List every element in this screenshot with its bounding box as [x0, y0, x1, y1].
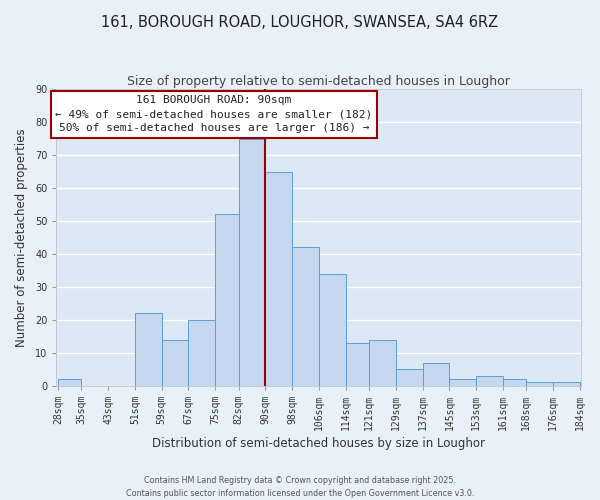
Text: 161, BOROUGH ROAD, LOUGHOR, SWANSEA, SA4 6RZ: 161, BOROUGH ROAD, LOUGHOR, SWANSEA, SA4… — [101, 15, 499, 30]
Bar — [319, 274, 346, 386]
Bar — [215, 214, 239, 386]
Bar — [188, 320, 215, 386]
Bar — [396, 370, 422, 386]
Bar — [292, 248, 319, 386]
Bar — [265, 172, 292, 386]
X-axis label: Distribution of semi-detached houses by size in Loughor: Distribution of semi-detached houses by … — [152, 437, 485, 450]
Title: Size of property relative to semi-detached houses in Loughor: Size of property relative to semi-detach… — [127, 75, 511, 88]
Bar — [449, 379, 476, 386]
Text: 161 BOROUGH ROAD: 90sqm
← 49% of semi-detached houses are smaller (182)
50% of s: 161 BOROUGH ROAD: 90sqm ← 49% of semi-de… — [55, 95, 373, 133]
Bar — [239, 138, 265, 386]
Bar — [162, 340, 188, 386]
Bar — [553, 382, 580, 386]
Bar — [135, 314, 162, 386]
Bar — [526, 382, 553, 386]
Bar — [503, 379, 526, 386]
Bar — [476, 376, 503, 386]
Y-axis label: Number of semi-detached properties: Number of semi-detached properties — [15, 128, 28, 347]
Bar — [422, 362, 449, 386]
Bar — [346, 343, 369, 386]
Text: Contains HM Land Registry data © Crown copyright and database right 2025.
Contai: Contains HM Land Registry data © Crown c… — [126, 476, 474, 498]
Bar — [58, 379, 82, 386]
Bar — [369, 340, 396, 386]
